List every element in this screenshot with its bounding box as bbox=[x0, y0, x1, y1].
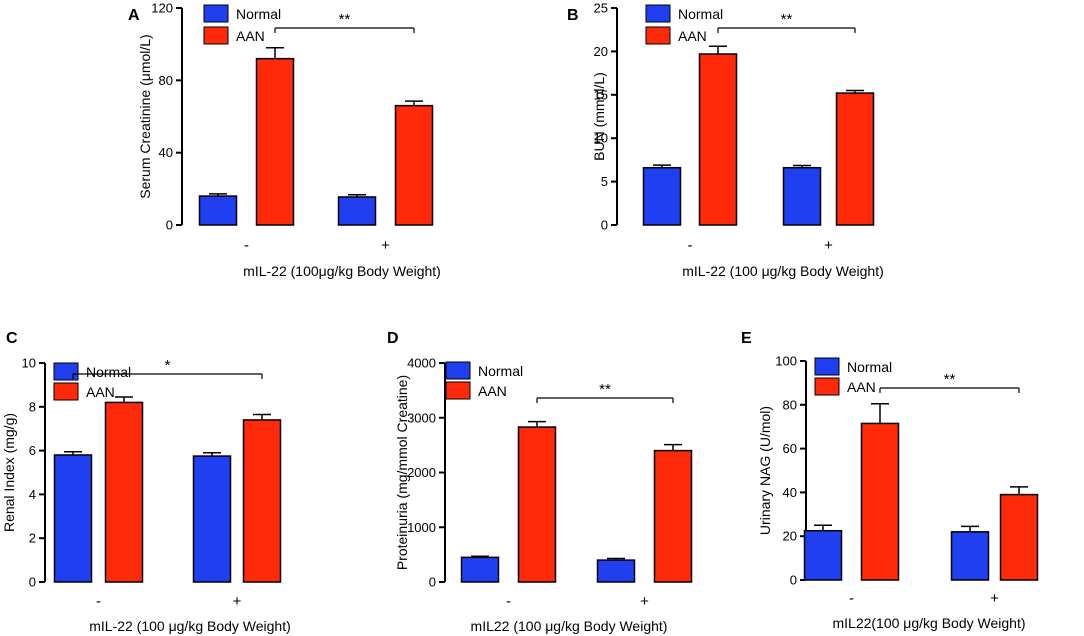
panel-b-y-axis-title: BUN (mmol/L) bbox=[591, 72, 607, 161]
panel-c-legend-label: AAN bbox=[86, 384, 115, 400]
panel-a-legend-swatch-normal bbox=[203, 4, 229, 23]
panel-c-significance-label: * bbox=[165, 357, 171, 374]
panel-c-legend-swatch-normal bbox=[53, 362, 79, 381]
panel-c-bar-aan-0 bbox=[104, 401, 144, 583]
panel-a-bar-aan-1 bbox=[394, 104, 434, 226]
panel-e-y-tick-label: 60 bbox=[783, 441, 797, 456]
panel-e-bar-normal-0 bbox=[803, 529, 843, 581]
panel-b-legend-label: Normal bbox=[678, 6, 723, 22]
panel-c-y-tick-label: 0 bbox=[29, 575, 36, 590]
panel-e-significance-label: ** bbox=[944, 371, 956, 388]
panel-c-legend-swatch-aan bbox=[53, 382, 79, 401]
panel-b-y-tick-label: 15 bbox=[594, 87, 608, 102]
panel-b-bar-normal-0 bbox=[642, 166, 682, 226]
panel-a-legend-swatch-aan bbox=[203, 26, 229, 45]
panel-e-category-label: - bbox=[849, 590, 854, 607]
panel-b-y-tick-label: 25 bbox=[594, 1, 608, 16]
panel-d-x-axis-title: mIL22 (100 μg/kg Body Weight) bbox=[471, 618, 668, 634]
panel-c-bar-aan-1 bbox=[242, 419, 282, 583]
panel-d-bar-normal-0 bbox=[460, 556, 500, 583]
panel-d-bar-aan-0 bbox=[517, 426, 557, 583]
panel-e-y-axis-title: Urinary NAG (U/mol) bbox=[757, 406, 773, 535]
panel-a-bar-aan-0 bbox=[255, 57, 295, 226]
panel-c-bar-normal-1 bbox=[192, 455, 232, 583]
panel-e-y-tick-label: 20 bbox=[783, 529, 797, 544]
panel-d-y-tick-label: 2000 bbox=[407, 465, 436, 480]
panel-e-legend-swatch-aan bbox=[814, 377, 840, 396]
panel-e-y-tick-label: 0 bbox=[790, 573, 797, 588]
panel-c-y-tick-label: 4 bbox=[29, 487, 36, 502]
panel-d-category-label: + bbox=[640, 593, 649, 610]
panel-b-legend-label: AAN bbox=[678, 28, 707, 44]
panel-c-bar-normal-0 bbox=[53, 454, 93, 583]
panel-d-bar-normal-1 bbox=[596, 559, 636, 583]
panel-b-letter: B bbox=[567, 7, 579, 24]
panel-a-legend-label: AAN bbox=[236, 28, 265, 44]
panel-a-y-tick-label: 80 bbox=[159, 73, 173, 88]
panel-a-y-axis-title: Serum Creatinine (μmol/L) bbox=[137, 34, 153, 198]
panel-b-y-tick-label: 10 bbox=[594, 131, 608, 146]
panel-c-y-tick-label: 2 bbox=[29, 531, 36, 546]
panel-d-bar-aan-1 bbox=[653, 449, 693, 583]
panel-a-bar-normal-1 bbox=[337, 196, 377, 226]
panel-a-x-axis-title: mIL-22 (100μg/kg Body Weight) bbox=[243, 263, 441, 279]
panel-a-category-label: + bbox=[381, 237, 390, 254]
panel-e-legend-swatch-normal bbox=[814, 357, 840, 376]
panel-d-legend-swatch-aan bbox=[445, 381, 471, 400]
panel-e-bar-aan-1 bbox=[999, 493, 1039, 581]
panel-c-legend-label: Normal bbox=[86, 364, 131, 380]
panel-b-bar-aan-1 bbox=[835, 92, 875, 226]
panel-a-y-tick-label: 40 bbox=[159, 145, 173, 160]
panel-a-bar-normal-0 bbox=[198, 195, 238, 226]
panel-c-letter: C bbox=[6, 330, 18, 347]
panel-e-y-tick-label: 40 bbox=[783, 485, 797, 500]
panel-d-y-axis-title: Proteinuria (mg/mmol Creatine) bbox=[394, 375, 410, 570]
panel-e-legend-label: Normal bbox=[847, 359, 892, 375]
panel-d-y-tick-label: 3000 bbox=[407, 410, 436, 425]
panel-d-significance-label: ** bbox=[599, 381, 611, 398]
panel-b-legend-swatch-aan bbox=[645, 26, 671, 45]
panel-e-bar-aan-0 bbox=[860, 422, 900, 581]
panel-d-letter: D bbox=[387, 330, 399, 347]
panel-c-y-tick-label: 8 bbox=[29, 399, 36, 414]
panel-d-category-label: - bbox=[506, 593, 511, 610]
panel-b-y-tick-label: 5 bbox=[601, 174, 608, 189]
panel-b-significance-label: ** bbox=[781, 11, 793, 28]
panel-e-y-tick-label: 80 bbox=[783, 397, 797, 412]
panel-d-legend-label: Normal bbox=[478, 363, 523, 379]
panel-b-category-label: + bbox=[824, 237, 833, 254]
panel-a-category-label: - bbox=[244, 237, 249, 254]
panel-e-x-axis-title: mIL22(100 μg/kg Body Weight) bbox=[832, 615, 1025, 631]
panel-b-bar-aan-0 bbox=[698, 53, 738, 226]
panel-d-legend-label: AAN bbox=[478, 383, 507, 399]
panel-a-letter: A bbox=[128, 7, 140, 24]
panel-b-category-label: - bbox=[688, 237, 693, 254]
panel-b-legend-swatch-normal bbox=[645, 4, 671, 23]
panel-b-bar-normal-1 bbox=[782, 166, 822, 226]
panel-a-significance-label: ** bbox=[339, 11, 351, 28]
panel-e-letter: E bbox=[741, 330, 752, 347]
panel-c-y-tick-label: 10 bbox=[22, 356, 36, 371]
panel-d-y-tick-label: 0 bbox=[429, 575, 436, 590]
panel-d-legend-swatch-normal bbox=[445, 361, 471, 380]
panel-c-y-tick-label: 6 bbox=[29, 443, 36, 458]
panel-a-legend-label: Normal bbox=[236, 6, 281, 22]
panel-d-y-tick-label: 1000 bbox=[407, 520, 436, 535]
panel-b-x-axis-title: mIL-22 (100 μg/kg Body Weight) bbox=[682, 263, 884, 279]
panel-e-bar-normal-1 bbox=[950, 531, 990, 581]
panel-c-category-label: + bbox=[233, 593, 242, 610]
panel-c-x-axis-title: mIL-22 (100 μg/kg Body Weight) bbox=[89, 618, 291, 634]
panel-e-legend-label: AAN bbox=[847, 379, 876, 395]
panel-e-category-label: + bbox=[990, 590, 999, 607]
panel-b-y-tick-label: 20 bbox=[594, 44, 608, 59]
panel-c-y-axis-title: Renal Index (mg/g) bbox=[1, 413, 17, 532]
panel-a-y-tick-label: 120 bbox=[151, 1, 173, 16]
panel-a-y-tick-label: 0 bbox=[166, 218, 173, 233]
panel-c-category-label: - bbox=[96, 593, 101, 610]
panel-d-y-tick-label: 4000 bbox=[407, 356, 436, 371]
panel-e-y-tick-label: 100 bbox=[775, 354, 797, 369]
panel-b-y-tick-label: 0 bbox=[601, 218, 608, 233]
